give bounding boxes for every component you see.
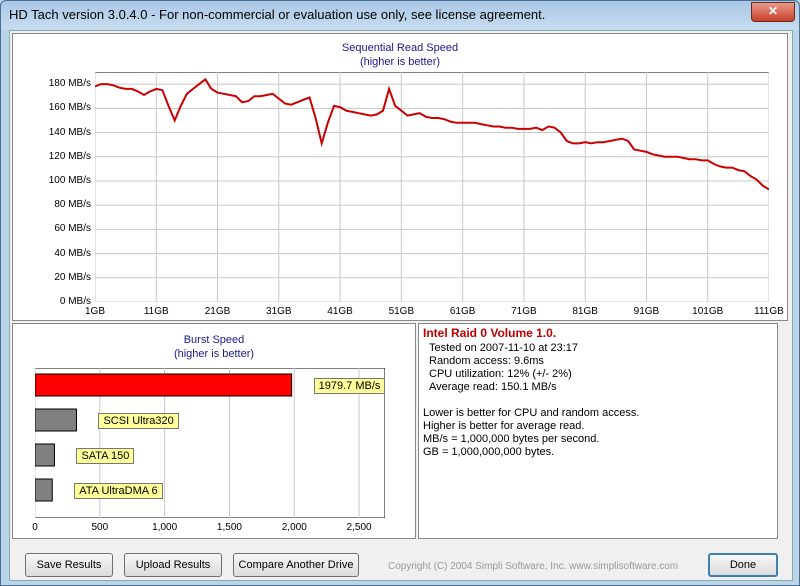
seq-x-tick-label: 1GB: [84, 306, 105, 317]
compare-drive-button[interactable]: Compare Another Drive: [233, 553, 359, 577]
note-lower-better: Lower is better for CPU and random acces…: [423, 407, 640, 419]
burst-x-tick-label: 1,500: [216, 522, 242, 533]
seq-x-tick-label: 91GB: [633, 306, 660, 317]
seq-read-chart: [95, 72, 769, 302]
seq-y-tick-label: 120 MB/s: [48, 150, 91, 162]
seq-y-tick-label: 0 MB/s: [59, 296, 91, 307]
seq-y-tick-label: 40 MB/s: [54, 247, 91, 259]
burst-bar-label: SCSI Ultra320: [98, 413, 179, 429]
seq-chart-subtitle: (higher is better): [359, 56, 441, 68]
burst-x-tick-label: 1,000: [152, 522, 178, 533]
burst-bar-label: SATA 150: [76, 448, 135, 464]
seq-y-tick-label: 160 MB/s: [48, 102, 91, 114]
seq-y-tick-label: 20 MB/s: [54, 271, 91, 283]
note-gb-def: GB = 1,000,000,000 bytes.: [423, 446, 555, 458]
seq-chart-title: Sequential Read Speed: [341, 42, 459, 54]
done-button[interactable]: Done: [708, 553, 778, 577]
note-higher-better: Higher is better for average read.: [423, 420, 585, 432]
title-bar[interactable]: HD Tach version 3.0.4.0 - For non-commer…: [1, 1, 799, 29]
burst-bar: [35, 478, 53, 502]
seq-x-tick-label: 21GB: [204, 306, 231, 317]
burst-bar: [35, 373, 293, 397]
burst-bar: [35, 408, 77, 432]
upload-results-button[interactable]: Upload Results: [124, 553, 222, 577]
burst-x-tick-label: 0: [32, 522, 38, 533]
seq-x-tick-label: 101GB: [692, 306, 724, 317]
burst-bar-label: ATA UltraDMA 6: [74, 483, 163, 499]
tested-date: Tested on 2007-11-10 at 23:17: [429, 342, 579, 354]
note-mbs-def: MB/s = 1,000,000 bytes per second.: [423, 433, 600, 445]
burst-bar-label: 1979.7 MB/s: [313, 378, 386, 394]
average-read: Average read: 150.1 MB/s: [429, 381, 557, 393]
client-area: Sequential Read Speed (higher is better)…: [9, 30, 793, 581]
window-title: HD Tach version 3.0.4.0 - For non-commer…: [9, 7, 546, 22]
seq-x-tick-label: 31GB: [266, 306, 292, 317]
seq-y-tick-label: 100 MB/s: [48, 174, 91, 186]
close-icon[interactable]: ✕: [751, 2, 795, 22]
seq-x-tick-label: 61GB: [449, 306, 476, 317]
seq-y-tick-label: 80 MB/s: [54, 199, 91, 211]
burst-x-tick-label: 2,500: [346, 522, 372, 533]
burst-x-tick-label: 500: [91, 522, 109, 533]
seq-x-tick-label: 81GB: [572, 306, 598, 317]
seq-plot-frame: [95, 72, 769, 302]
seq-y-tick-label: 180 MB/s: [48, 78, 91, 90]
seq-y-tick-label: 140 MB/s: [48, 126, 91, 138]
burst-chart-subtitle: (higher is better): [173, 348, 255, 360]
drive-name: Intel Raid 0 Volume 1.0.: [423, 326, 557, 340]
seq-x-tick-label: 11GB: [143, 306, 169, 317]
copyright-text: Copyright (C) 2004 Simpli Software, Inc.…: [388, 561, 679, 572]
seq-x-tick-label: 111GB: [754, 306, 784, 317]
results-info-panel: Intel Raid 0 Volume 1.0. Tested on 2007-…: [418, 323, 778, 539]
save-results-button[interactable]: Save Results: [25, 553, 113, 577]
random-access: Random access: 9.6ms: [429, 355, 544, 367]
seq-x-tick-label: 51GB: [388, 306, 415, 317]
burst-chart-title: Burst Speed: [183, 334, 245, 346]
seq-read-panel: Sequential Read Speed (higher is better)…: [12, 33, 788, 321]
burst-bar: [35, 443, 55, 467]
seq-x-tick-label: 41GB: [327, 306, 353, 317]
seq-read-line: [95, 77, 769, 191]
cpu-utilization: CPU utilization: 12% (+/- 2%): [429, 368, 572, 380]
burst-panel: Burst Speed (higher is better) 0 500 1,000…: [12, 323, 416, 539]
seq-x-tick-label: 71GB: [511, 306, 537, 317]
seq-y-tick-label: 60 MB/s: [54, 223, 91, 235]
burst-x-tick-label: 2,000: [281, 522, 307, 533]
